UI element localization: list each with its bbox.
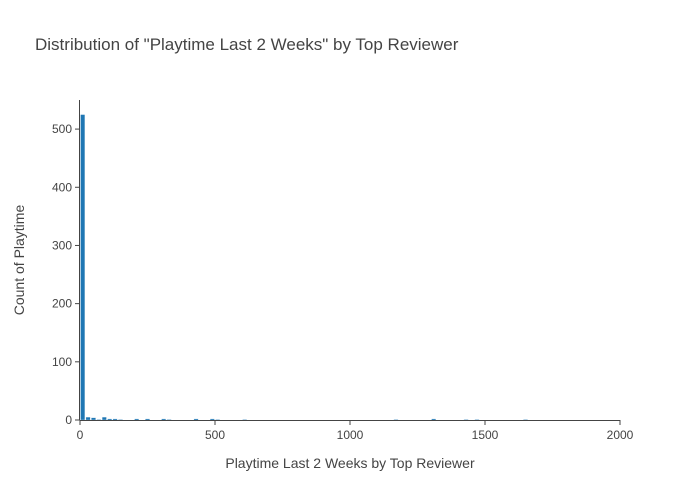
histogram-bar[interactable] [107, 418, 113, 421]
x-axis-ticks: 0 500 1000 1500 2000 [77, 420, 634, 442]
histogram-bar[interactable] [80, 114, 86, 421]
histogram-bar[interactable] [166, 419, 172, 421]
histogram-bar[interactable] [161, 418, 167, 421]
histogram-bar[interactable] [96, 419, 102, 421]
histogram-bar[interactable] [112, 418, 118, 421]
histogram-bar[interactable] [215, 419, 221, 421]
histogram-bar[interactable] [118, 419, 123, 421]
x-tick-label: 2000 [607, 428, 634, 442]
y-tick-label: 0 [65, 413, 72, 427]
y-axis-title: Count of Playtime [11, 205, 27, 316]
histogram-bar[interactable] [101, 416, 107, 421]
x-tick-label: 0 [77, 428, 84, 442]
x-tick-label: 500 [205, 428, 225, 442]
y-axis-ticks: 0 100 200 300 400 500 [52, 122, 80, 427]
chart-title: Distribution of "Playtime Last 2 Weeks" … [35, 35, 459, 54]
histogram-bar[interactable] [431, 418, 437, 421]
histogram-bar[interactable] [474, 419, 480, 421]
histogram-bar[interactable] [393, 419, 399, 421]
histogram-bar[interactable] [134, 418, 140, 421]
histogram-bar[interactable] [145, 418, 150, 421]
histogram-bar[interactable] [193, 418, 199, 421]
y-tick-label: 500 [52, 122, 72, 136]
x-tick-label: 1500 [472, 428, 499, 442]
histogram-bar[interactable] [209, 418, 215, 421]
y-tick-label: 200 [52, 297, 72, 311]
histogram-bar[interactable] [242, 419, 248, 421]
y-tick-label: 300 [52, 238, 72, 252]
x-tick-label: 1000 [337, 428, 364, 442]
histogram-bar[interactable] [85, 416, 91, 421]
x-axis-title: Playtime Last 2 Weeks by Top Reviewer [225, 455, 475, 471]
y-tick-label: 100 [52, 355, 72, 369]
histogram-bar[interactable] [91, 417, 96, 421]
bars-layer [80, 114, 528, 421]
histogram-bar[interactable] [523, 419, 528, 421]
histogram-bar[interactable] [463, 419, 469, 421]
y-tick-label: 400 [52, 180, 72, 194]
